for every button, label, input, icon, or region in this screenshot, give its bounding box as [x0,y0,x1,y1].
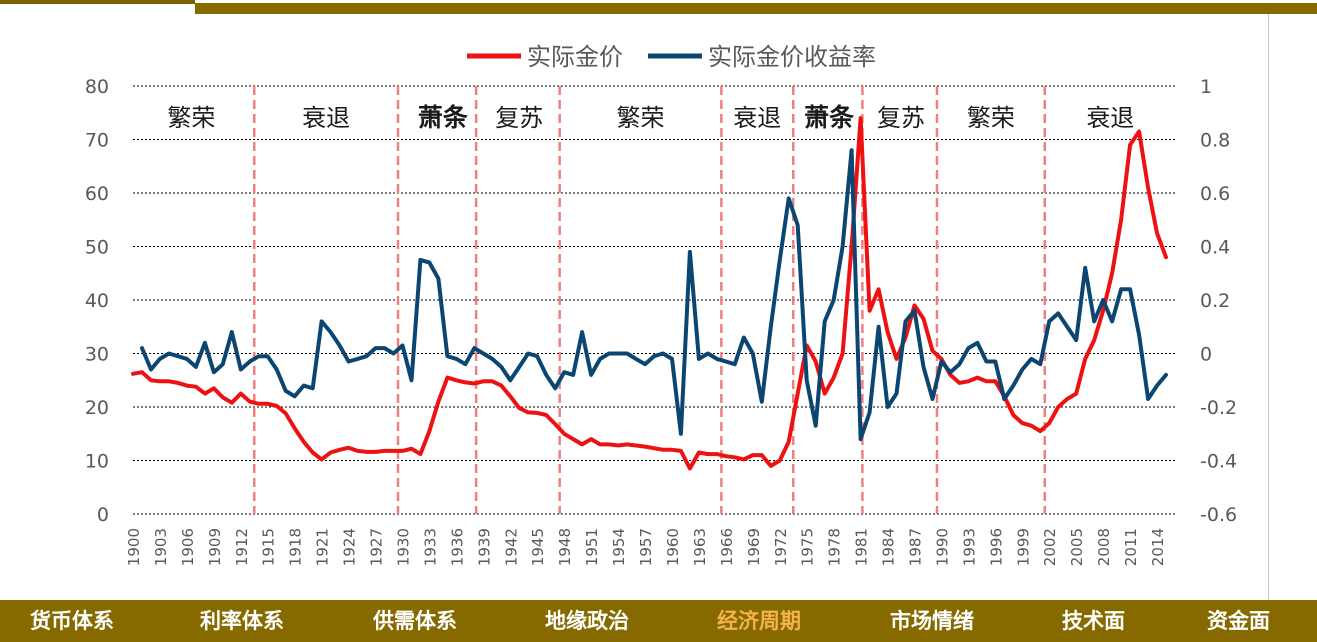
x-tick-label: 1912 [233,528,251,566]
phase-label: 繁荣 [167,104,215,132]
x-tick-label: 1948 [556,528,574,566]
x-tick-label: 1903 [152,528,170,566]
y-left-tick-label: 40 [85,290,109,312]
legend-item-real-gold-return-label: 实际金价收益率 [708,43,876,71]
x-tick-label: 2005 [1068,528,1086,566]
y-right-tick-label: -0.4 [1200,451,1237,473]
x-tick-label: 2011 [1122,528,1140,566]
left-margin [0,14,62,600]
x-tick-label: 1984 [880,528,898,566]
phase-label: 繁荣 [617,104,665,132]
x-tick-label: 1966 [718,528,736,566]
nav-item-interest-rate[interactable]: 利率体系 [200,608,284,633]
phase-label: 复苏 [877,104,925,132]
x-tick-label: 1960 [664,528,682,566]
x-tick-label: 1918 [287,528,305,566]
x-tick-label: 1945 [529,528,547,566]
x-tick-label: 1909 [206,528,224,566]
nav-item-capital-flow[interactable]: 资金面 [1207,608,1270,633]
x-tick-label: 2014 [1149,528,1167,566]
y-left-tick-label: 70 [85,130,109,152]
y-right-tick-label: -0.2 [1200,397,1237,419]
nav-item-geopolitics[interactable]: 地缘政治 [545,608,629,633]
x-tick-label: 1993 [960,528,978,566]
x-tick-label: 1942 [502,528,520,566]
phase-label: 繁荣 [967,104,1015,132]
x-tick-label: 1972 [772,528,790,566]
nav-item-monetary-system[interactable]: 货币体系 [30,608,114,633]
x-tick-label: 1987 [907,528,925,566]
x-tick-label: 1978 [826,528,844,566]
phase-label: 复苏 [495,104,543,132]
y-right-tick-label: 1 [1200,76,1212,98]
phase-label: 萧条 [418,103,469,132]
series-line-real-gold-return [140,148,1168,442]
x-tick-label: 1996 [987,528,1005,566]
y-right-tick-label: -0.6 [1200,504,1237,526]
x-tick-label: 1924 [341,528,359,566]
top-decor-tab [0,0,195,4]
phase-label: 衰退 [1086,104,1134,132]
x-tick-label: 1969 [745,528,763,566]
bottom-nav: 货币体系 利率体系 供需体系 地缘政治 经济周期 市场情绪 技术面 资金面 [0,600,1317,642]
y-left-tick-label: 10 [85,451,109,473]
y-left-tick-label: 60 [85,183,109,205]
x-tick-label: 1957 [637,528,655,566]
right-margin [1269,14,1317,600]
nav-item-market-sentiment[interactable]: 市场情绪 [890,608,974,633]
x-tick-label: 1921 [314,528,332,566]
x-tick-label: 1975 [799,528,817,566]
x-tick-label: 1981 [853,528,871,566]
y-right-tick-label: 0.8 [1200,130,1230,152]
top-decor-line [195,3,1317,14]
phase-label: 萧条 [804,103,855,132]
y-left-tick-label: 80 [85,76,109,98]
y-left-tick-label: 20 [85,397,109,419]
x-tick-label: 2002 [1041,528,1059,566]
series-line-real-gold-price [131,116,1168,471]
phase-label: 衰退 [733,104,781,132]
y-right-tick-label: 0.2 [1200,290,1230,312]
x-tick-label: 1999 [1014,528,1032,566]
x-tick-label: 1939 [475,528,493,566]
legend-item-real-gold-price-label: 实际金价 [527,43,623,71]
phase-label: 衰退 [302,104,350,132]
x-tick-label: 1951 [583,528,601,566]
y-left-tick-label: 0 [97,504,109,526]
x-tick-label: 1927 [368,528,386,566]
nav-item-supply-demand[interactable]: 供需体系 [373,608,457,633]
x-tick-label: 1906 [179,528,197,566]
x-tick-label: 1963 [691,528,709,566]
gold-cycle-chart: 0 -0.6 10 -0.4 20 -0.2 30 0 40 0.2 50 0.4 60 0.6 70 0.8… [85,43,1237,566]
x-tick-label: 1936 [448,528,466,566]
x-tick-label: 1900 [125,528,143,566]
top-decor-strip [0,0,1317,14]
y-right-tick-label: 0.6 [1200,183,1230,205]
nav-item-economic-cycle[interactable]: 经济周期 [717,608,801,633]
chart-panel: 0 -0.6 10 -0.4 20 -0.2 30 0 40 0.2 50 0.4 60 0.6 70 0.8… [62,14,1269,600]
x-tick-label: 1933 [421,528,439,566]
x-tick-label: 2008 [1095,528,1113,566]
x-tick-label: 1915 [260,528,278,566]
x-tick-label: 1990 [933,528,951,566]
nav-item-technical[interactable]: 技术面 [1062,608,1125,633]
x-tick-label: 1954 [610,528,628,566]
y-right-tick-label: 0.4 [1200,237,1230,259]
y-right-tick-label: 0 [1200,344,1212,366]
y-left-tick-label: 30 [85,344,109,366]
x-tick-label: 1930 [394,528,412,566]
y-left-tick-label: 50 [85,237,109,259]
